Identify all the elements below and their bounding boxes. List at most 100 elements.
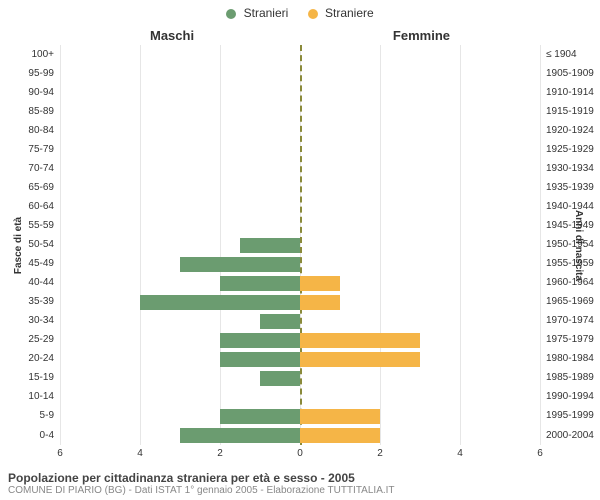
age-label: 90-94 bbox=[0, 88, 58, 98]
age-row bbox=[60, 64, 540, 83]
age-label: 0-4 bbox=[0, 431, 58, 441]
grid-line bbox=[540, 45, 541, 445]
age-label: 45-49 bbox=[0, 259, 58, 269]
x-tick: 4 bbox=[137, 448, 143, 459]
footer-title: Popolazione per cittadinanza straniera p… bbox=[8, 471, 592, 485]
x-tick: 2 bbox=[377, 448, 383, 459]
x-tick: 4 bbox=[457, 448, 463, 459]
male-bar bbox=[220, 333, 300, 348]
birth-label: 1950-1954 bbox=[542, 240, 600, 250]
population-pyramid-chart: Stranieri Straniere Maschi Femmine 100+9… bbox=[0, 0, 600, 500]
birth-label: 1935-1939 bbox=[542, 183, 600, 193]
birth-label: 1905-1909 bbox=[542, 69, 600, 79]
x-tick: 6 bbox=[537, 448, 543, 459]
age-label: 25-29 bbox=[0, 335, 58, 345]
birth-label: 1985-1989 bbox=[542, 373, 600, 383]
x-tick: 6 bbox=[57, 448, 63, 459]
male-bar bbox=[180, 428, 300, 443]
female-swatch bbox=[308, 9, 318, 19]
male-bar bbox=[220, 352, 300, 367]
birth-label: 1995-1999 bbox=[542, 411, 600, 421]
age-row bbox=[60, 331, 540, 350]
birth-label: ≤ 1904 bbox=[542, 50, 600, 60]
x-tick: 0 bbox=[297, 448, 303, 459]
x-tick: 2 bbox=[217, 448, 223, 459]
birth-label: 2000-2004 bbox=[542, 431, 600, 441]
age-row bbox=[60, 197, 540, 216]
age-row bbox=[60, 140, 540, 159]
birth-label: 1980-1984 bbox=[542, 354, 600, 364]
section-title-female: Femmine bbox=[393, 28, 450, 43]
birth-label: 1990-1994 bbox=[542, 392, 600, 402]
birth-axis-labels: ≤ 1904 1905-1909 1910-1914 1915-1919 1920-19… bbox=[542, 45, 600, 445]
birth-label: 1960-1964 bbox=[542, 278, 600, 288]
birth-label: 1915-1919 bbox=[542, 107, 600, 117]
legend-item-female: Straniere bbox=[308, 6, 374, 20]
age-label: 35-39 bbox=[0, 297, 58, 307]
male-bar bbox=[240, 238, 300, 253]
male-swatch bbox=[226, 9, 236, 19]
age-axis-labels: 100+ 95-99 90-94 85-89 80-84 75-79 70-74 65-69 6… bbox=[0, 45, 58, 445]
age-label: 80-84 bbox=[0, 126, 58, 136]
birth-label: 1930-1934 bbox=[542, 164, 600, 174]
birth-label: 1925-1929 bbox=[542, 145, 600, 155]
plot-area bbox=[60, 45, 540, 445]
age-label: 50-54 bbox=[0, 240, 58, 250]
age-row bbox=[60, 236, 540, 255]
y-axis-right-title: Anni di nascita bbox=[573, 210, 584, 281]
age-label: 55-59 bbox=[0, 221, 58, 231]
age-label: 10-14 bbox=[0, 392, 58, 402]
footer-subtitle: COMUNE DI PIARIO (BG) - Dati ISTAT 1° ge… bbox=[8, 485, 592, 496]
legend-item-male: Stranieri bbox=[226, 6, 288, 20]
age-row bbox=[60, 407, 540, 426]
birth-label: 1975-1979 bbox=[542, 335, 600, 345]
age-label: 100+ bbox=[0, 50, 58, 60]
age-row bbox=[60, 426, 540, 445]
female-bar bbox=[300, 295, 340, 310]
female-bar bbox=[300, 409, 380, 424]
female-bar bbox=[300, 352, 420, 367]
age-row bbox=[60, 369, 540, 388]
age-label: 40-44 bbox=[0, 278, 58, 288]
age-row bbox=[60, 293, 540, 312]
male-bar bbox=[260, 371, 300, 386]
legend: Stranieri Straniere bbox=[0, 6, 600, 20]
birth-label: 1945-1949 bbox=[542, 221, 600, 231]
age-label: 65-69 bbox=[0, 183, 58, 193]
age-label: 20-24 bbox=[0, 354, 58, 364]
legend-label-female: Straniere bbox=[325, 6, 374, 20]
age-row bbox=[60, 312, 540, 331]
age-label: 15-19 bbox=[0, 373, 58, 383]
birth-label: 1970-1974 bbox=[542, 316, 600, 326]
male-bar bbox=[220, 276, 300, 291]
age-row bbox=[60, 274, 540, 293]
age-label: 30-34 bbox=[0, 316, 58, 326]
age-label: 95-99 bbox=[0, 69, 58, 79]
age-row bbox=[60, 121, 540, 140]
age-row bbox=[60, 255, 540, 274]
age-row bbox=[60, 102, 540, 121]
age-row bbox=[60, 159, 540, 178]
age-label: 5-9 bbox=[0, 411, 58, 421]
legend-label-male: Stranieri bbox=[244, 6, 289, 20]
birth-label: 1955-1959 bbox=[542, 259, 600, 269]
female-bar bbox=[300, 276, 340, 291]
male-bar bbox=[180, 257, 300, 272]
male-bar bbox=[260, 314, 300, 329]
female-bar bbox=[300, 333, 420, 348]
age-row bbox=[60, 178, 540, 197]
age-row bbox=[60, 83, 540, 102]
age-label: 70-74 bbox=[0, 164, 58, 174]
age-row bbox=[60, 216, 540, 235]
female-bar bbox=[300, 428, 380, 443]
y-axis-left-title: Fasce di età bbox=[13, 217, 24, 274]
age-label: 60-64 bbox=[0, 202, 58, 212]
birth-label: 1940-1944 bbox=[542, 202, 600, 212]
chart-footer: Popolazione per cittadinanza straniera p… bbox=[8, 471, 592, 496]
age-label: 85-89 bbox=[0, 107, 58, 117]
age-row bbox=[60, 45, 540, 64]
birth-label: 1910-1914 bbox=[542, 88, 600, 98]
age-label: 75-79 bbox=[0, 145, 58, 155]
birth-label: 1965-1969 bbox=[542, 297, 600, 307]
birth-label: 1920-1924 bbox=[542, 126, 600, 136]
